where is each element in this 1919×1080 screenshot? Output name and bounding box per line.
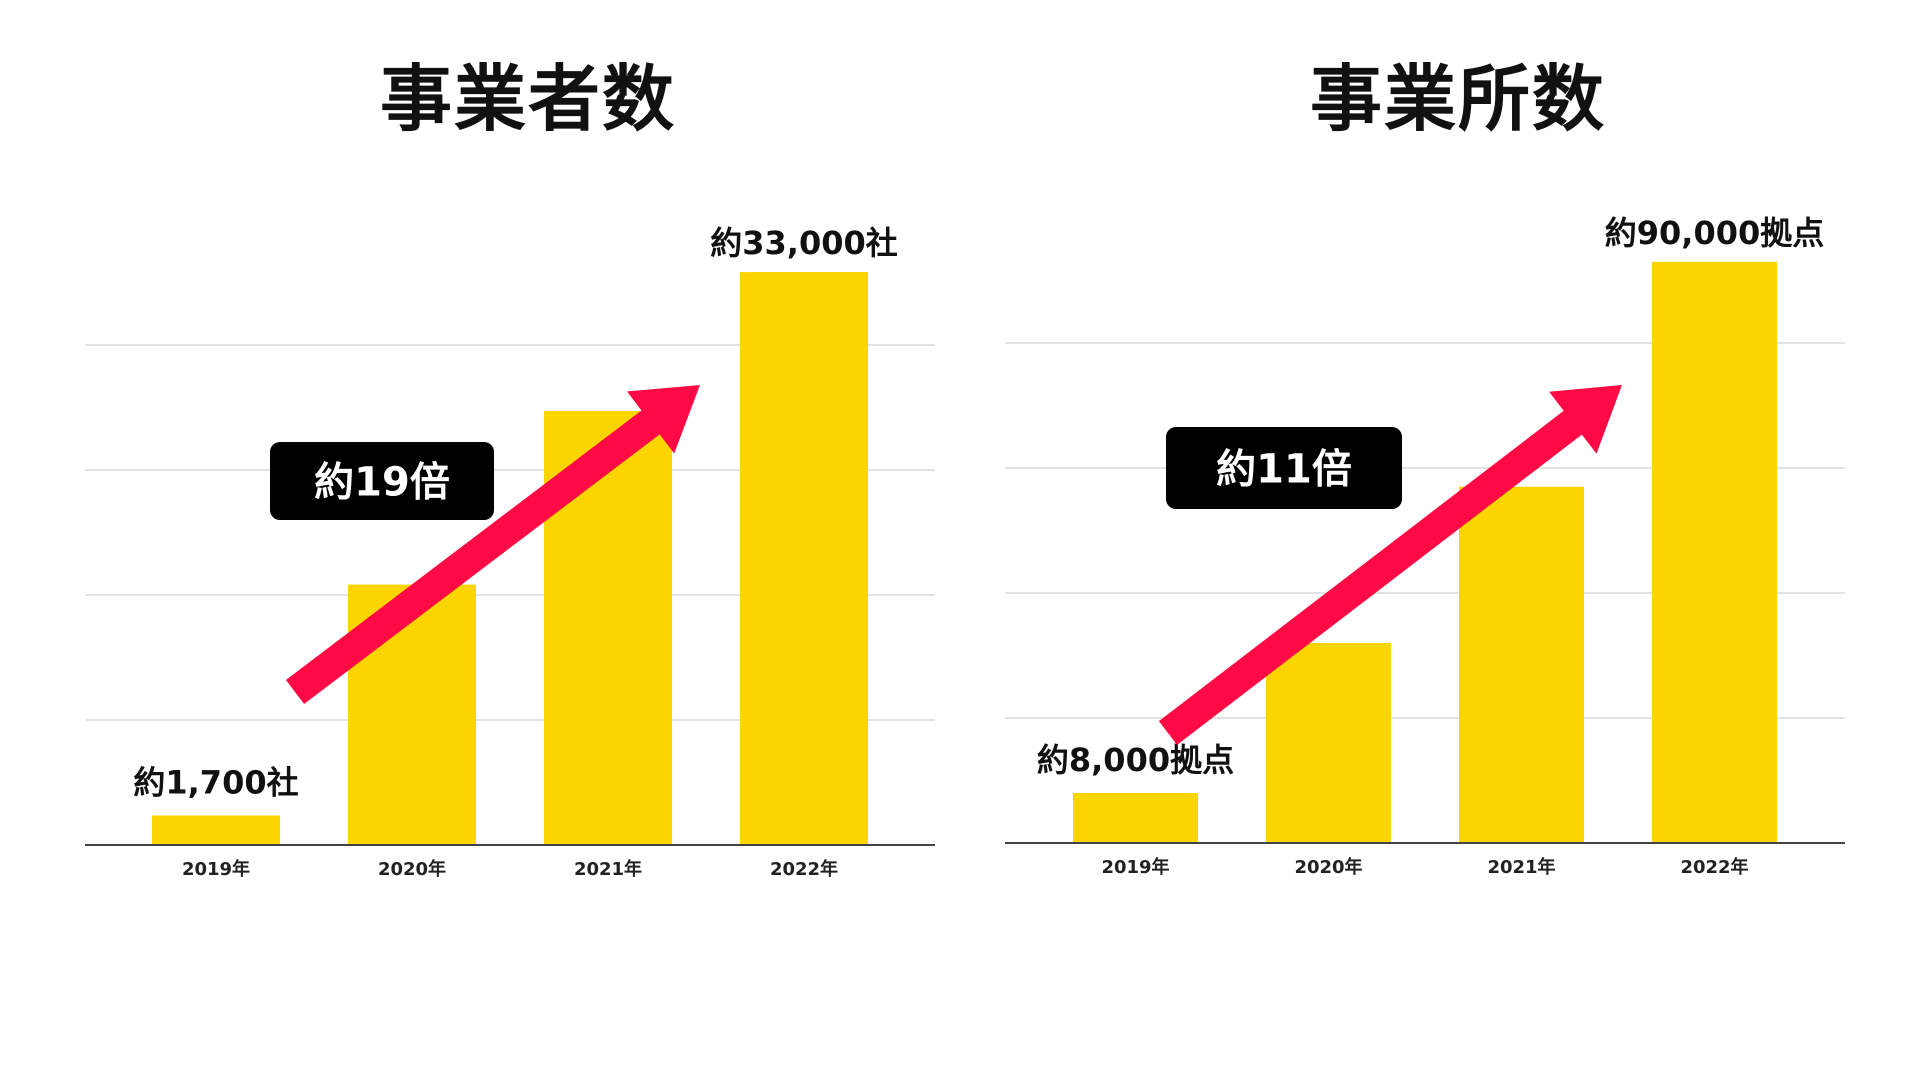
bar-2021年 bbox=[1459, 486, 1584, 843]
bar-chart-business-sites: 2019年 2020年 2021年 2022年 約8,000拠点 約90,000拠点約11… bbox=[1005, 214, 1845, 878]
x-tick-label: 2022年 bbox=[770, 858, 838, 880]
x-tick-label: 2022年 bbox=[1680, 856, 1748, 878]
chart-panel-business-operators: 事業者数 2019年 2020年 2021年 2022年 約1,700社 約33,000社… bbox=[85, 57, 935, 880]
first-value-label: 約1,700社 bbox=[133, 763, 298, 801]
multiplier-badge bbox=[270, 442, 494, 520]
growth-arrow-icon bbox=[1158, 385, 1622, 745]
x-tick-label: 2020年 bbox=[1294, 856, 1362, 878]
chart-panel-business-sites: 事業所数 2019年 2020年 2021年 2022年 約8,000拠点 約90,000… bbox=[960, 0, 1919, 1080]
chart-title: 事業所数 bbox=[1310, 57, 1607, 141]
last-value-label: 約33,000社 bbox=[710, 224, 898, 262]
x-tick-label: 2019年 bbox=[182, 858, 250, 880]
bar-2019年 bbox=[1073, 793, 1198, 843]
last-value-label: 約90,000拠点 bbox=[1605, 214, 1825, 252]
multiplier-badge-label: 約19倍 bbox=[314, 459, 450, 505]
first-value-label: 約8,000拠点 bbox=[1037, 741, 1234, 779]
multiplier-badge bbox=[1166, 427, 1402, 509]
growth-arrow-icon bbox=[285, 385, 700, 704]
multiplier-badge-label: 約11倍 bbox=[1216, 446, 1352, 492]
chart-title: 事業者数 bbox=[380, 57, 677, 141]
bar-2020年 bbox=[1266, 643, 1391, 843]
bar-2022年 bbox=[1652, 261, 1777, 843]
x-tick-label: 2019年 bbox=[1101, 856, 1169, 878]
bar-2022年 bbox=[740, 272, 868, 845]
x-tick-label: 2021年 bbox=[1487, 856, 1555, 878]
x-tick-label: 2021年 bbox=[574, 858, 642, 880]
x-tick-label: 2020年 bbox=[378, 858, 446, 880]
bar-2019年 bbox=[152, 815, 280, 845]
